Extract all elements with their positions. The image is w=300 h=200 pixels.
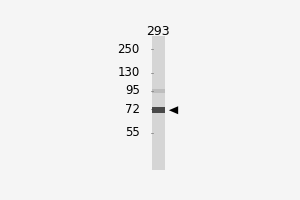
Bar: [152, 89, 165, 93]
Text: 72: 72: [125, 103, 140, 116]
Text: 130: 130: [118, 66, 140, 79]
Bar: [152, 107, 165, 113]
Text: 55: 55: [125, 126, 140, 139]
Bar: [152, 36, 165, 170]
Text: 95: 95: [125, 84, 140, 97]
Polygon shape: [169, 106, 178, 114]
Text: 250: 250: [118, 43, 140, 56]
Text: 293: 293: [147, 25, 170, 38]
